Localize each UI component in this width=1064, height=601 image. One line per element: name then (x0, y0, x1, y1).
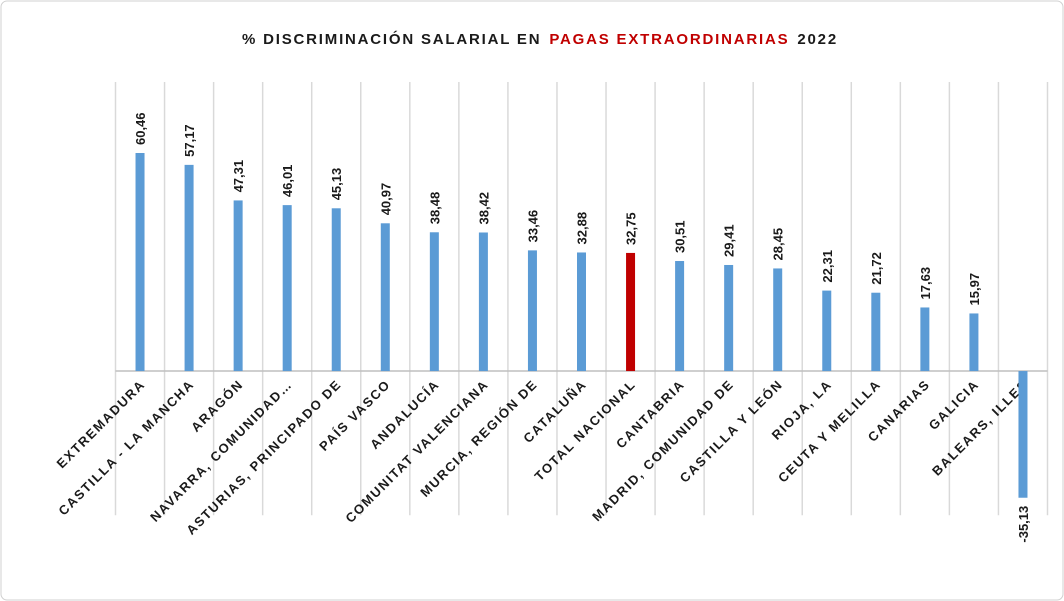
value-label: 38,48 (427, 192, 442, 225)
bar (1018, 371, 1028, 498)
value-label: 21,72 (869, 252, 884, 285)
bar (527, 250, 537, 372)
bar (478, 232, 488, 372)
bar (577, 252, 586, 372)
bar (871, 292, 881, 372)
value-label: 40,97 (378, 183, 393, 216)
value-label: 29,41 (722, 224, 737, 257)
value-label: 17,63 (918, 267, 933, 300)
bar (135, 153, 145, 372)
bar (380, 223, 390, 372)
value-label: 22,31 (820, 250, 835, 283)
bar (969, 313, 979, 372)
value-label: 32,75 (624, 212, 639, 245)
title-part: % DISCRIMINACIÓN SALARIAL EN (242, 30, 541, 48)
value-label: 45,13 (329, 168, 344, 201)
value-label: 38,42 (476, 192, 491, 225)
value-label: 57,17 (182, 124, 197, 157)
bar (773, 268, 783, 372)
title-part: 2022 (797, 31, 838, 48)
bar (233, 200, 243, 372)
bar (724, 264, 734, 372)
value-label: 32,88 (575, 212, 590, 245)
bar (429, 232, 439, 372)
bar (184, 164, 194, 372)
value-label: 15,97 (967, 273, 982, 306)
bar (675, 261, 685, 372)
value-label: 47,31 (231, 160, 246, 193)
bar (331, 208, 341, 372)
value-label: 60,46 (133, 112, 148, 145)
value-label: 46,01 (280, 165, 295, 198)
value-label: 28,45 (771, 228, 786, 261)
title-part: PAGAS EXTRAORDINARIAS (549, 31, 789, 48)
value-label: 30,51 (673, 220, 688, 253)
chart-title: % DISCRIMINACIÓN SALARIAL EN PAGAS EXTRAO… (242, 30, 838, 48)
bar (626, 252, 636, 372)
bar (822, 290, 832, 372)
bar (920, 307, 930, 372)
value-label: -35,13 (1016, 506, 1031, 543)
value-label: 33,46 (525, 210, 540, 243)
bar (282, 205, 292, 372)
